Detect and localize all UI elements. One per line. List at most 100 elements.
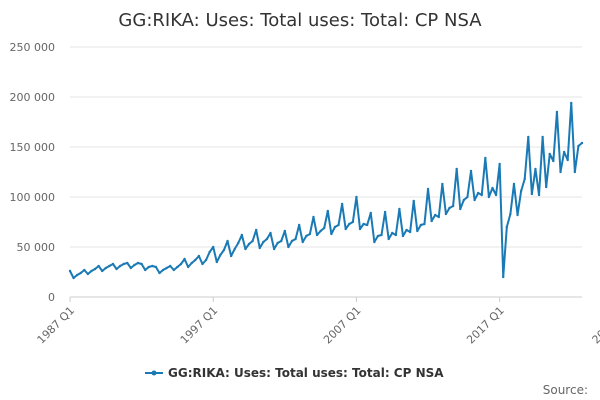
data-point[interactable]	[330, 232, 333, 236]
data-point[interactable]	[190, 261, 193, 265]
data-point[interactable]	[391, 231, 394, 235]
data-point[interactable]	[136, 261, 140, 265]
data-point[interactable]	[151, 264, 154, 268]
data-point[interactable]	[398, 207, 401, 211]
data-point[interactable]	[380, 233, 383, 237]
data-point[interactable]	[290, 239, 294, 243]
data-point[interactable]	[423, 222, 426, 226]
data-point[interactable]	[466, 195, 469, 199]
data-point[interactable]	[233, 247, 236, 251]
data-point[interactable]	[387, 237, 390, 241]
data-point[interactable]	[469, 169, 473, 173]
data-point[interactable]	[562, 150, 566, 154]
data-point[interactable]	[419, 223, 423, 227]
data-point[interactable]	[555, 110, 559, 114]
data-point[interactable]	[498, 162, 501, 166]
data-point[interactable]	[383, 210, 387, 214]
data-point[interactable]	[401, 234, 405, 238]
data-point[interactable]	[254, 228, 258, 232]
data-point[interactable]	[287, 245, 290, 249]
data-point[interactable]	[437, 215, 440, 219]
data-point[interactable]	[229, 254, 233, 258]
data-point[interactable]	[79, 271, 82, 275]
data-point[interactable]	[280, 239, 283, 243]
data-point[interactable]	[215, 260, 218, 264]
data-point[interactable]	[534, 167, 537, 171]
data-point[interactable]	[358, 227, 362, 231]
data-point[interactable]	[240, 233, 244, 237]
data-point[interactable]	[484, 156, 487, 160]
data-point[interactable]	[323, 226, 326, 230]
data-point[interactable]	[580, 141, 584, 145]
data-point[interactable]	[541, 135, 544, 139]
data-point[interactable]	[509, 212, 512, 216]
data-point[interactable]	[408, 230, 412, 234]
data-point[interactable]	[355, 195, 358, 199]
data-point[interactable]	[265, 237, 269, 241]
data-point[interactable]	[258, 246, 261, 250]
data-point[interactable]	[176, 265, 179, 269]
data-point[interactable]	[305, 234, 308, 238]
data-point[interactable]	[93, 267, 97, 271]
data-point[interactable]	[208, 250, 211, 254]
data-point[interactable]	[251, 239, 254, 243]
data-point[interactable]	[90, 269, 93, 273]
data-point[interactable]	[201, 262, 204, 266]
data-point[interactable]	[262, 240, 265, 244]
data-point[interactable]	[115, 267, 118, 271]
data-point[interactable]	[237, 241, 240, 245]
data-point[interactable]	[416, 229, 419, 233]
data-point[interactable]	[340, 202, 344, 206]
data-point[interactable]	[376, 234, 380, 238]
data-point[interactable]	[527, 135, 530, 139]
data-point[interactable]	[337, 223, 340, 227]
data-point[interactable]	[494, 193, 498, 197]
data-point[interactable]	[412, 199, 415, 203]
data-point[interactable]	[426, 187, 430, 191]
data-point[interactable]	[169, 264, 172, 268]
data-point[interactable]	[552, 159, 555, 163]
data-point[interactable]	[183, 257, 186, 261]
legend[interactable]: GG:RIKA: Uses: Total uses: Total: CP NSA	[145, 366, 444, 380]
data-point[interactable]	[434, 213, 437, 217]
data-point[interactable]	[172, 268, 176, 272]
data-point[interactable]	[247, 242, 251, 246]
data-point[interactable]	[104, 266, 108, 270]
data-point[interactable]	[194, 258, 197, 262]
data-point[interactable]	[269, 231, 272, 235]
data-point[interactable]	[326, 209, 329, 213]
data-point[interactable]	[308, 232, 312, 236]
data-point[interactable]	[519, 189, 523, 193]
data-point[interactable]	[68, 269, 72, 273]
data-point[interactable]	[276, 241, 279, 245]
data-point[interactable]	[283, 229, 287, 233]
data-point[interactable]	[405, 228, 408, 232]
data-point[interactable]	[101, 269, 104, 273]
data-point[interactable]	[222, 248, 226, 252]
data-point[interactable]	[179, 262, 183, 266]
data-point[interactable]	[566, 158, 569, 162]
data-point[interactable]	[444, 212, 448, 216]
data-point[interactable]	[516, 213, 519, 217]
data-point[interactable]	[455, 167, 458, 171]
data-point[interactable]	[394, 233, 398, 237]
data-point[interactable]	[480, 193, 483, 197]
data-point[interactable]	[373, 240, 376, 244]
data-point[interactable]	[573, 170, 577, 174]
data-point[interactable]	[537, 193, 541, 197]
data-point[interactable]	[487, 195, 491, 199]
data-point[interactable]	[129, 266, 133, 270]
data-point[interactable]	[505, 225, 509, 229]
data-point[interactable]	[297, 223, 301, 227]
data-point[interactable]	[226, 239, 229, 243]
data-point[interactable]	[186, 265, 190, 269]
data-point[interactable]	[448, 206, 451, 210]
data-point[interactable]	[577, 144, 580, 148]
data-point[interactable]	[319, 229, 322, 233]
data-point[interactable]	[272, 247, 276, 251]
data-point[interactable]	[502, 275, 505, 279]
data-point[interactable]	[512, 182, 516, 186]
data-point[interactable]	[126, 261, 129, 265]
data-point[interactable]	[108, 264, 111, 268]
data-point[interactable]	[219, 253, 222, 257]
